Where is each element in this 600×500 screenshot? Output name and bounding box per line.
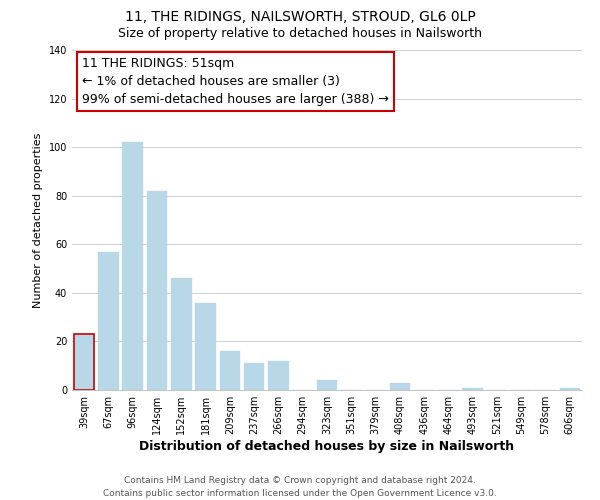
Text: 11, THE RIDINGS, NAILSWORTH, STROUD, GL6 0LP: 11, THE RIDINGS, NAILSWORTH, STROUD, GL6…	[125, 10, 475, 24]
Bar	[463, 388, 483, 390]
Bar	[171, 278, 191, 390]
Text: Contains HM Land Registry data © Crown copyright and database right 2024.
Contai: Contains HM Land Registry data © Crown c…	[103, 476, 497, 498]
Bar	[220, 351, 240, 390]
X-axis label: Distribution of detached houses by size in Nailsworth: Distribution of detached houses by size …	[139, 440, 515, 453]
Bar	[560, 388, 580, 390]
Y-axis label: Number of detached properties: Number of detached properties	[33, 132, 43, 308]
Bar	[74, 334, 94, 390]
Bar	[317, 380, 337, 390]
Bar	[146, 191, 167, 390]
Bar	[244, 364, 265, 390]
Bar	[122, 142, 143, 390]
Text: Size of property relative to detached houses in Nailsworth: Size of property relative to detached ho…	[118, 28, 482, 40]
Bar	[195, 302, 216, 390]
Bar	[268, 361, 289, 390]
Bar	[98, 252, 119, 390]
Text: 11 THE RIDINGS: 51sqm
← 1% of detached houses are smaller (3)
99% of semi-detach: 11 THE RIDINGS: 51sqm ← 1% of detached h…	[82, 57, 389, 106]
Bar	[389, 382, 410, 390]
